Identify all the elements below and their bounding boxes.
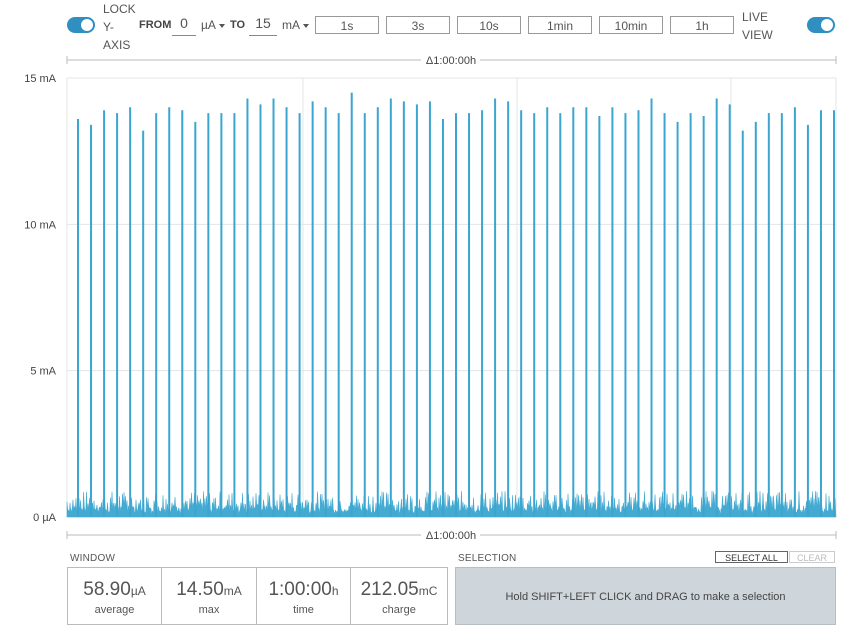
window-bottom-label: Δ1:00:00h: [426, 530, 476, 542]
chevron-down-icon: [218, 23, 225, 28]
select-all-button[interactable]: SELECT ALL: [715, 551, 788, 563]
window-top-label: Δ1:00:00h: [426, 55, 476, 67]
from-unit-select[interactable]: µA: [201, 18, 225, 32]
clear-button[interactable]: CLEAR: [789, 551, 835, 563]
to-unit-select[interactable]: mA: [282, 18, 309, 32]
stat-max-label: max: [198, 604, 220, 616]
stat-time-unit: h: [331, 584, 339, 598]
to-label: TO: [230, 19, 246, 31]
time-button-10s[interactable]: 10s: [457, 16, 521, 34]
stat-average: 58.90µA average: [67, 567, 162, 625]
stat-charge: 212.05mC charge: [350, 567, 448, 625]
time-button-1h[interactable]: 1h: [670, 16, 734, 34]
to-unit-value: mA: [282, 18, 300, 32]
current-chart[interactable]: 15 mA 10 mA 5 mA 0 µA Δ1:00:00h Δ1:00:00h: [0, 50, 864, 550]
y-axis-labels: 15 mA 10 mA 5 mA 0 µA: [24, 73, 56, 524]
lock-label-line1: LOCK: [103, 2, 136, 16]
selection-panel-title: SELECTION: [458, 553, 517, 564]
toggle-knob-icon: [821, 19, 833, 31]
y-tick-label: 15 mA: [24, 73, 56, 85]
lock-label-line2: Y-: [103, 20, 114, 34]
stat-charge-unit: mC: [418, 584, 438, 598]
stat-time: 1:00:00h time: [256, 567, 351, 625]
chevron-down-icon: [303, 23, 309, 28]
time-button-3s[interactable]: 3s: [386, 16, 450, 34]
y-tick-label: 10 mA: [24, 219, 56, 231]
lock-y-axis-toggle[interactable]: [67, 17, 95, 33]
chart-area[interactable]: 15 mA 10 mA 5 mA 0 µA Δ1:00:00h Δ1:00:00h: [0, 50, 864, 550]
live-view-label: LIVE VIEW: [742, 8, 773, 44]
from-label: FROM: [139, 19, 172, 31]
toolbar: LOCK Y- AXIS FROM 0 µA TO 15 mA 1s 3s 10…: [0, 0, 864, 52]
live-label-line1: LIVE: [742, 10, 769, 24]
live-view-toggle[interactable]: [807, 17, 835, 33]
stat-average-label: average: [94, 604, 135, 616]
window-panel-title: WINDOW: [70, 553, 116, 564]
window-top-marker: Δ1:00:00h: [66, 55, 837, 67]
stat-time-value: 1:00:00: [268, 579, 332, 600]
stat-charge-label: charge: [382, 604, 416, 616]
stat-charge-value: 212.05: [360, 579, 419, 600]
stat-average-value: 58.90: [83, 579, 131, 600]
stat-time-label: time: [293, 604, 314, 616]
stat-max: 14.50mA max: [161, 567, 257, 625]
window-bottom-marker: Δ1:00:00h: [66, 530, 837, 542]
current-trace: [66, 92, 837, 518]
y-tick-label: 0 µA: [33, 512, 57, 524]
from-unit-value: µA: [201, 18, 216, 32]
stat-max-unit: mA: [223, 584, 242, 598]
time-button-1s[interactable]: 1s: [315, 16, 379, 34]
from-value-input[interactable]: 0: [172, 15, 196, 36]
toggle-knob-icon: [81, 19, 93, 31]
time-button-1min[interactable]: 1min: [528, 16, 592, 34]
y-tick-label: 5 mA: [30, 366, 56, 378]
stat-max-value: 14.50: [176, 579, 224, 600]
lock-y-axis-label: LOCK Y- AXIS: [103, 0, 136, 54]
selection-hint-box: Hold SHIFT+LEFT CLICK and DRAG to make a…: [455, 567, 836, 625]
lock-label-line3: AXIS: [103, 38, 131, 52]
stat-average-unit: µA: [130, 584, 146, 598]
time-button-10min[interactable]: 10min: [599, 16, 663, 34]
live-label-line2: VIEW: [742, 28, 773, 42]
to-value-input[interactable]: 15: [249, 15, 277, 36]
